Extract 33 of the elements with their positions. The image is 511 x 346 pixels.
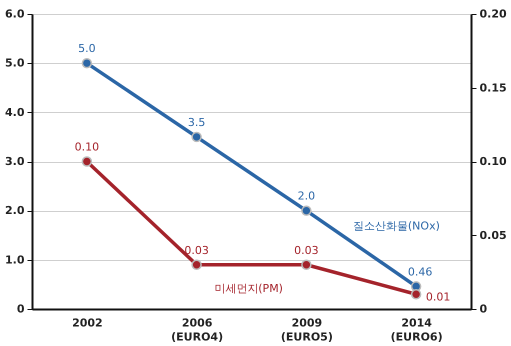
series-label: 질소산화물(NOx): [352, 220, 440, 233]
data-label: 5.0: [78, 42, 96, 56]
y-tick-label: 0: [16, 302, 25, 316]
x-tick-label: 2002: [72, 316, 103, 330]
y-tick-label: 5.0: [5, 56, 25, 70]
y-tick-label: 6.0: [5, 8, 25, 20]
y2-tick-label: 0.10: [480, 155, 507, 168]
point: [191, 132, 202, 142]
y-tick-label: 4.0: [5, 106, 25, 119]
data-label: 0.03: [294, 244, 319, 257]
point: [301, 260, 312, 270]
data-label: 2.0: [298, 190, 316, 203]
y2-tick-label: 0.15: [480, 81, 507, 94]
data-label: 0.10: [74, 140, 100, 154]
series-label: 미세먼지(PM): [214, 282, 283, 295]
point: [82, 58, 92, 68]
y2-tick-label: 0.20: [480, 8, 507, 20]
x-tick-label: 2014 (EURO6): [390, 316, 443, 344]
x-tick-label: 2009 (EURO5): [280, 316, 333, 344]
point: [301, 205, 312, 216]
point: [191, 260, 202, 270]
data-label: 0.46: [408, 265, 432, 278]
x-tick-label: 2006 (EURO4): [171, 316, 224, 344]
data-label: 3.5: [188, 116, 206, 129]
y2-tick-label: 0.05: [480, 228, 507, 242]
point: [410, 289, 422, 300]
y2-tick-label: 0: [480, 302, 488, 316]
y-tick-label: 2.0: [5, 204, 25, 218]
data-label: 0.01: [426, 290, 450, 304]
y-tick-label: 1.0: [5, 253, 25, 266]
y-tick-label: 3.0: [5, 155, 25, 168]
data-label: 0.03: [184, 244, 209, 257]
point: [82, 156, 92, 167]
